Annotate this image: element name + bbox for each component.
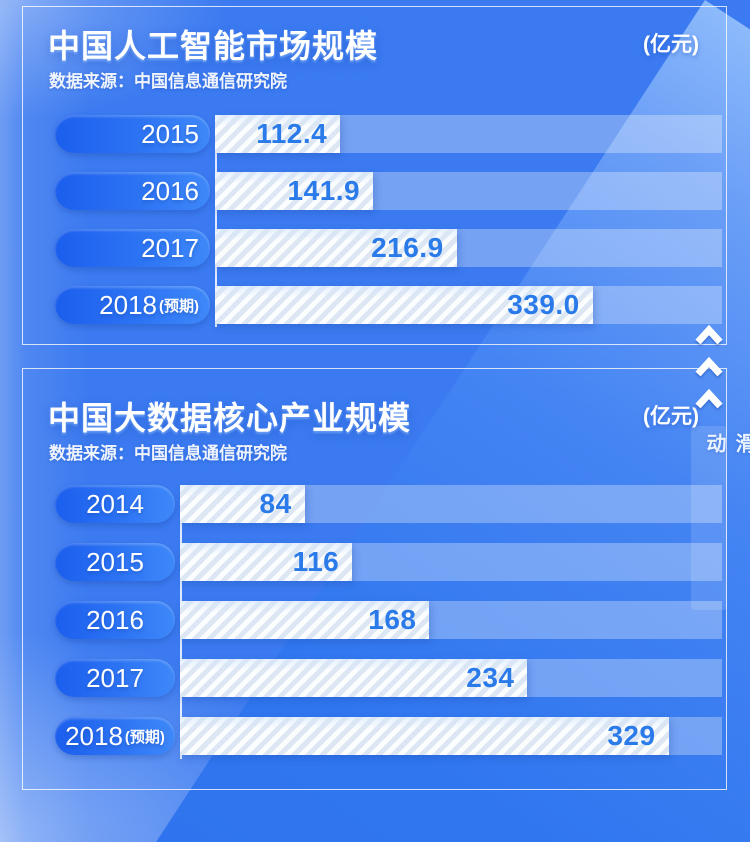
bar-row: 2017 234 xyxy=(55,659,722,697)
year-pill: 2018 (预期) xyxy=(55,717,175,755)
year-pill: 2015 xyxy=(55,543,175,581)
year-label: 2017 xyxy=(86,663,144,693)
year-label: 2018 xyxy=(99,290,157,320)
year-label: 2015 xyxy=(141,119,199,149)
year-pill: 2015 xyxy=(55,115,210,153)
year-label: 2018 xyxy=(65,721,123,751)
bar-chart-bigdata: 2014 84 2015 116 2016 168 2017 xyxy=(55,485,722,775)
bar-track: 216.9 xyxy=(215,229,722,267)
bar-track: 116 xyxy=(180,543,722,581)
year-suffix-label: (预期) xyxy=(124,728,165,746)
bar-row: 2018 (预期) 339.0 xyxy=(55,286,722,324)
bar-row: 2017 216.9 xyxy=(55,229,722,267)
year-pill: 2016 xyxy=(55,601,175,639)
value-bar: 141.9 xyxy=(215,172,374,210)
year-suffix-label: (预期) xyxy=(159,297,199,315)
panel-ai-market: 中国人工智能市场规模 (亿元) 数据来源：中国信息通信研究院 2015 112.… xyxy=(22,6,727,345)
value-bar: 168 xyxy=(180,601,430,639)
bar-track: 84 xyxy=(180,485,722,523)
bar-row: 2015 116 xyxy=(55,543,722,581)
value-bar: 116 xyxy=(180,543,353,581)
hint-backdrop xyxy=(691,426,727,610)
value-bar: 84 xyxy=(180,485,305,523)
bar-track: 112.4 xyxy=(215,115,722,153)
bar-value-label: 168 xyxy=(368,604,417,635)
bar-value-label: 216.9 xyxy=(371,232,444,263)
year-pill: 2016 xyxy=(55,172,210,210)
year-label: 2014 xyxy=(86,489,144,519)
chevron-up-icon[interactable] xyxy=(694,357,724,377)
bar-row: 2018 (预期) 329 xyxy=(55,717,722,755)
bar-track: 234 xyxy=(180,659,722,697)
panel-bigdata: 中国大数据核心产业规模 (亿元) 数据来源：中国信息通信研究院 2014 84 … xyxy=(22,368,727,790)
bar-value-label: 116 xyxy=(292,546,340,577)
data-source: 数据来源：中国信息通信研究院 xyxy=(49,72,287,91)
unit-label: (亿元) xyxy=(643,405,699,428)
data-source: 数据来源：中国信息通信研究院 xyxy=(49,444,287,463)
value-bar: 234 xyxy=(180,659,528,697)
value-bar: 339.0 xyxy=(215,286,593,324)
swipe-up-text: 轻轻向上滑动 xyxy=(703,433,750,460)
bar-value-label: 141.9 xyxy=(287,175,361,206)
bar-track: 141.9 xyxy=(215,172,722,210)
bar-row: 2015 112.4 xyxy=(55,115,722,153)
panel-title: 中国大数据核心产业规模 xyxy=(48,400,412,436)
bar-value-label: 234 xyxy=(466,662,515,693)
value-bar: 329 xyxy=(180,717,669,755)
bar-chart-ai: 2015 112.4 2016 141.9 2017 216.9 20 xyxy=(55,115,722,343)
year-label: 2017 xyxy=(141,233,199,263)
unit-label: (亿元) xyxy=(643,33,699,56)
chevron-up-icon[interactable] xyxy=(694,325,724,345)
bar-track: 329 xyxy=(180,717,722,755)
chevron-up-icon[interactable] xyxy=(694,389,724,409)
year-label: 2016 xyxy=(141,176,199,206)
year-label: 2015 xyxy=(86,547,144,577)
year-label: 2016 xyxy=(86,605,144,635)
bar-row: 2014 84 xyxy=(55,485,722,523)
year-pill: 2014 xyxy=(55,485,175,523)
value-bar: 112.4 xyxy=(215,115,341,153)
bar-track: 339.0 xyxy=(215,286,722,324)
bar-row: 2016 141.9 xyxy=(55,172,722,210)
year-pill: 2017 xyxy=(55,229,210,267)
bar-value-label: 84 xyxy=(259,488,292,519)
bar-value-label: 339.0 xyxy=(507,289,580,320)
bar-track: 168 xyxy=(180,601,722,639)
value-bar: 216.9 xyxy=(215,229,457,267)
year-pill: 2017 xyxy=(55,659,175,697)
panel-title: 中国人工智能市场规模 xyxy=(48,28,379,64)
bar-value-label: 112.4 xyxy=(256,118,328,149)
bar-row: 2016 168 xyxy=(55,601,722,639)
bar-value-label: 329 xyxy=(607,720,656,751)
chevron-stack[interactable] xyxy=(694,325,724,409)
year-pill: 2018 (预期) xyxy=(55,286,210,324)
